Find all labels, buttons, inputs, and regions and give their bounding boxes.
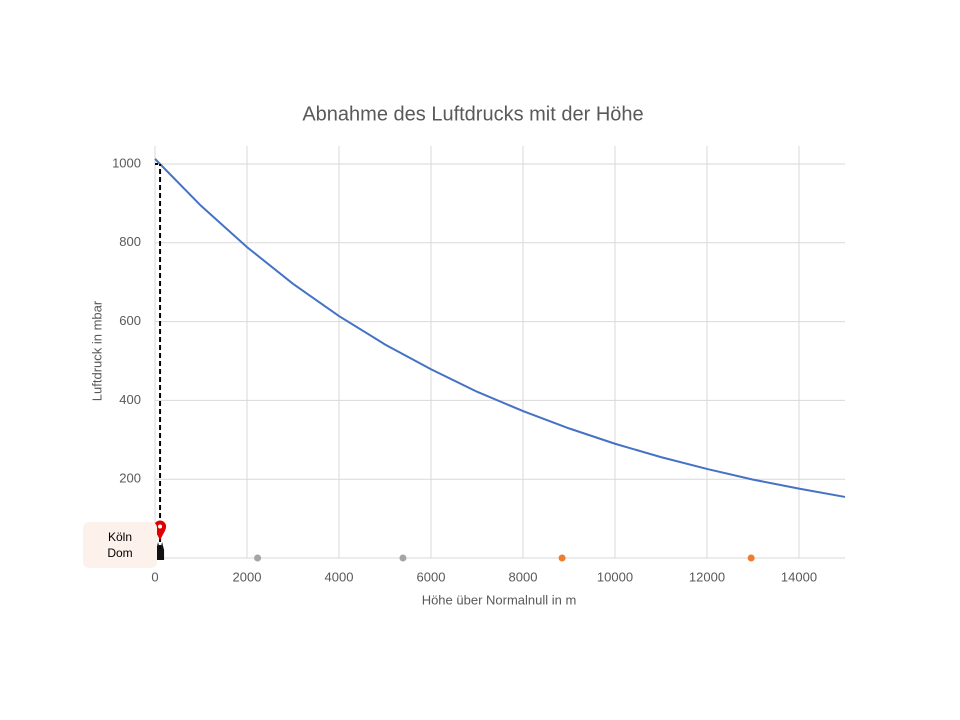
y-tick-label: 800	[119, 234, 141, 249]
annotation-box: Köln Dom	[83, 522, 157, 568]
x-tick-label: 12000	[689, 569, 725, 584]
x-tick-label: 6000	[417, 569, 446, 584]
data-point	[747, 554, 755, 562]
x-tick-label: 14000	[781, 569, 817, 584]
annotation-label: Köln Dom	[107, 530, 133, 560]
data-line	[154, 158, 846, 498]
data-point	[558, 554, 566, 562]
location-pin	[154, 520, 167, 541]
x-tick-label: 8000	[509, 569, 538, 584]
data-point	[254, 554, 262, 562]
y-axis-label: Luftdruck in mbar	[89, 300, 104, 401]
x-tick-label: 0	[151, 569, 158, 584]
y-tick-label: 200	[119, 471, 141, 486]
data-point	[399, 554, 407, 562]
x-axis-label: Höhe über Normalnull in m	[422, 592, 577, 607]
y-tick-label: 400	[119, 392, 141, 407]
x-tick-label: 2000	[233, 569, 262, 584]
x-tick-label: 10000	[597, 569, 633, 584]
x-tick-label: 4000	[325, 569, 354, 584]
y-tick-label: 1000	[112, 155, 141, 170]
cathedral-icon	[156, 542, 165, 560]
y-tick-label: 600	[119, 313, 141, 328]
location-pin-dot	[158, 524, 163, 529]
chart-title: Abnahme des Luftdrucks mit der Höhe	[302, 103, 643, 125]
